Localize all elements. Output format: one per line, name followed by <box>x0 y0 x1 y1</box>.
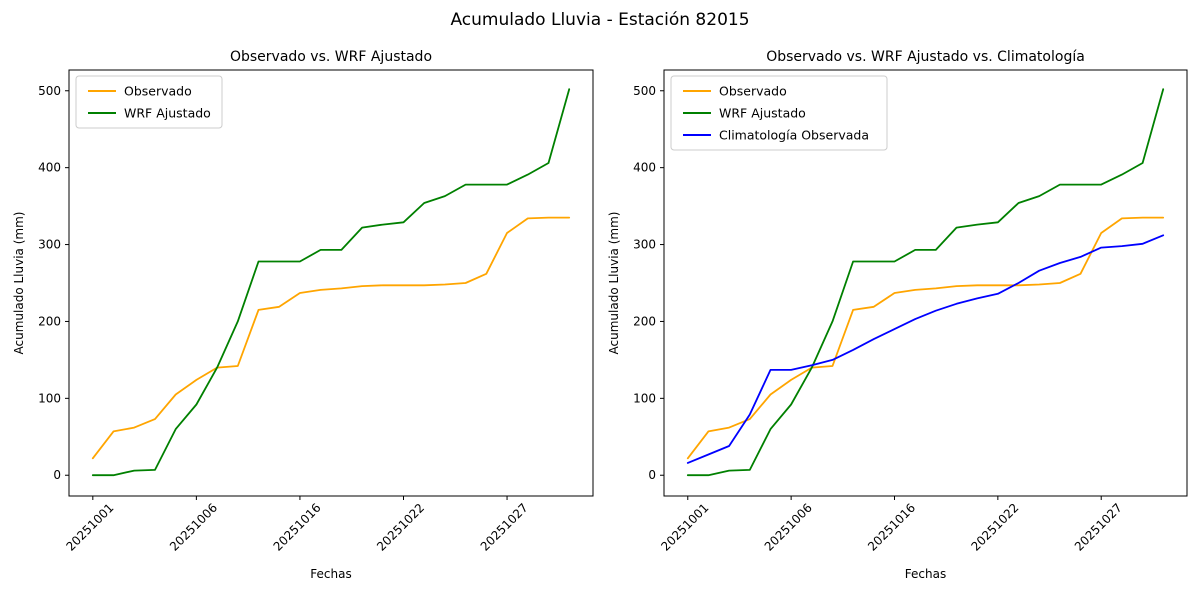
y-tick-label: 400 <box>633 161 656 175</box>
x-tick-label: 20251027 <box>478 501 531 554</box>
x-tick-label: 20251016 <box>865 501 918 554</box>
series-line-wrf-ajustado <box>91 88 571 477</box>
figure-title: Acumulado Lluvia - Estación 82015 <box>450 10 750 30</box>
legend-label-climatologia-observada: Climatología Observada <box>719 128 869 143</box>
y-tick-label: 300 <box>633 238 656 252</box>
series-line-observado <box>91 216 571 460</box>
y-tick-label: 0 <box>648 468 656 482</box>
left-chart: 0 100 200 300 400 500 20251001 20251006 20251016… <box>12 49 594 581</box>
x-tick-label: 20251022 <box>374 501 427 554</box>
legend-label-observado: Observado <box>124 84 192 99</box>
right-chart: 0 100 200 300 400 500 20251001 20251006 20251016… <box>607 49 1188 581</box>
x-tick-label: 20251006 <box>762 501 815 554</box>
y-tick-label: 0 <box>53 468 61 482</box>
x-tick-label: 20251001 <box>63 501 116 554</box>
series-line-observado <box>686 216 1165 460</box>
y-axis-label: Acumulado Lluvia (mm) <box>12 212 26 355</box>
x-axis-label: Fechas <box>310 567 351 581</box>
y-tick-label: 100 <box>633 391 656 405</box>
x-tick-label: 20251016 <box>271 501 324 554</box>
legend-box <box>75 75 223 129</box>
y-tick-label: 500 <box>633 84 656 98</box>
axes-frame <box>663 69 1188 497</box>
x-tick-label: 20251001 <box>658 501 711 554</box>
legend-label-observado: Observado <box>719 84 787 99</box>
y-tick-label: 100 <box>38 391 61 405</box>
legend: Observado WRF Ajustado <box>75 75 223 129</box>
series-line-wrf-ajustado <box>686 88 1165 477</box>
legend-box <box>670 75 888 151</box>
y-tick-label: 200 <box>633 314 656 328</box>
y-tick-label: 300 <box>38 238 61 252</box>
y-tick-label: 200 <box>38 314 61 328</box>
x-axis-label: Fechas <box>905 567 946 581</box>
series-line-climatologia-observada <box>686 234 1165 464</box>
y-tick-label: 500 <box>38 84 61 98</box>
y-tick-label: 400 <box>38 161 61 175</box>
x-tick-label: 20251006 <box>167 501 220 554</box>
x-tick-label: 20251022 <box>968 501 1021 554</box>
legend: Observado WRF Ajustado Climatología Observ… <box>670 75 888 151</box>
subplot-title: Observado vs. WRF Ajustado <box>230 49 432 65</box>
legend-label-wrf-ajustado: WRF Ajustado <box>719 106 806 121</box>
axes-frame <box>68 69 594 497</box>
subplot-title: Observado vs. WRF Ajustado vs. Climatolo… <box>766 49 1085 65</box>
y-axis-label: Acumulado Lluvia (mm) <box>607 212 621 355</box>
x-tick-label: 20251027 <box>1072 501 1125 554</box>
legend-label-wrf-ajustado: WRF Ajustado <box>124 106 211 121</box>
